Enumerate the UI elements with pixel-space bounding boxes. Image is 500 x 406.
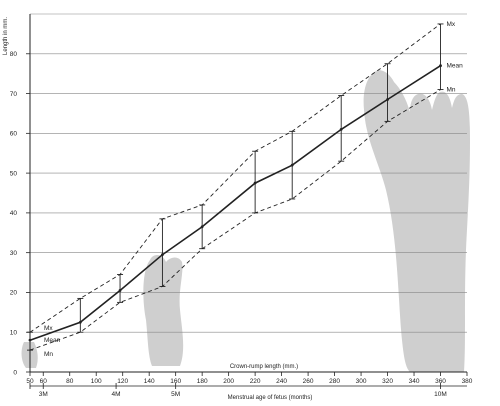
- y-tick-label: 80: [10, 51, 18, 58]
- foot-silhouette-large: [363, 70, 470, 372]
- x-tick-label: 60: [40, 378, 48, 385]
- series-labels: Mx Mx Mean Mean Mn Mn: [44, 21, 463, 358]
- mean-point: [78, 320, 82, 324]
- mean-point: [290, 163, 294, 167]
- mean-point: [118, 289, 122, 292]
- y-tick-label: 40: [10, 210, 18, 217]
- mean-point: [439, 64, 442, 68]
- grid-lines: [30, 13, 467, 333]
- x-axis-title: Crown-rump length (mm.): [230, 364, 298, 370]
- y-axis-title: Length in mm.: [3, 17, 9, 55]
- mean-point: [386, 98, 389, 101]
- y-tick-label: 70: [10, 91, 18, 98]
- x-tick-label: 280: [329, 378, 340, 385]
- month-tick-label: 10M: [434, 391, 447, 398]
- x-tick-label: 200: [223, 378, 234, 385]
- x-tick-label: 160: [170, 378, 181, 385]
- y-tick-label: 30: [10, 250, 18, 257]
- month-tick-label: 5M: [171, 391, 180, 398]
- x-tick-label: 260: [303, 378, 314, 385]
- y-tick-label: 10: [10, 330, 18, 337]
- x-tick-label: 360: [435, 378, 446, 385]
- mean-point: [161, 253, 164, 257]
- x-tick-label: 220: [250, 378, 261, 385]
- series-line-mean: [29, 65, 441, 341]
- x-tick-label: 380: [462, 378, 473, 385]
- month-tick-label: 4M: [112, 391, 121, 398]
- x-tick-label: 240: [276, 378, 287, 385]
- x-tick-label: 320: [382, 378, 393, 385]
- y-tick-label: 50: [10, 170, 18, 177]
- month-axis-title: Menstrual age of fetus (months): [228, 395, 313, 401]
- data-series: [28, 23, 442, 351]
- month-tick-label: 3M: [39, 391, 48, 398]
- series-label-right-mean: Mean: [447, 63, 464, 70]
- mean-point: [253, 181, 257, 185]
- x-tick-label: 340: [409, 378, 420, 385]
- series-label-right-mx: Mx: [447, 21, 456, 28]
- x-tick-label: 80: [66, 378, 74, 385]
- y-tick-label: 20: [10, 290, 18, 297]
- mean-point: [28, 338, 32, 342]
- series-label-left-mean: Mean: [44, 337, 61, 344]
- series-label-right-mn: Mn: [447, 87, 456, 94]
- x-tick-label: 300: [356, 378, 367, 385]
- mean-point: [200, 225, 204, 229]
- x-tick-label: 180: [197, 378, 208, 385]
- y-tick-label: 60: [10, 131, 18, 138]
- x-tick-label: 140: [144, 378, 155, 385]
- axes: 0 10 20 30 40 50 60 70 80 50 60 80 100 120 140 160 180 20…: [10, 14, 473, 398]
- y-tick-label: 0: [13, 369, 17, 376]
- series-line-mn: [29, 89, 441, 351]
- foot-silhouettes: [21, 70, 470, 372]
- series-label-left-mn: Mn: [44, 351, 53, 358]
- series-label-left-mx: Mx: [44, 325, 53, 332]
- x-tick-label: 50: [26, 378, 34, 385]
- mean-point: [339, 127, 343, 131]
- x-tick-label: 100: [91, 378, 102, 385]
- foot-silhouette-medium: [143, 255, 184, 366]
- x-tick-label: 120: [117, 378, 128, 385]
